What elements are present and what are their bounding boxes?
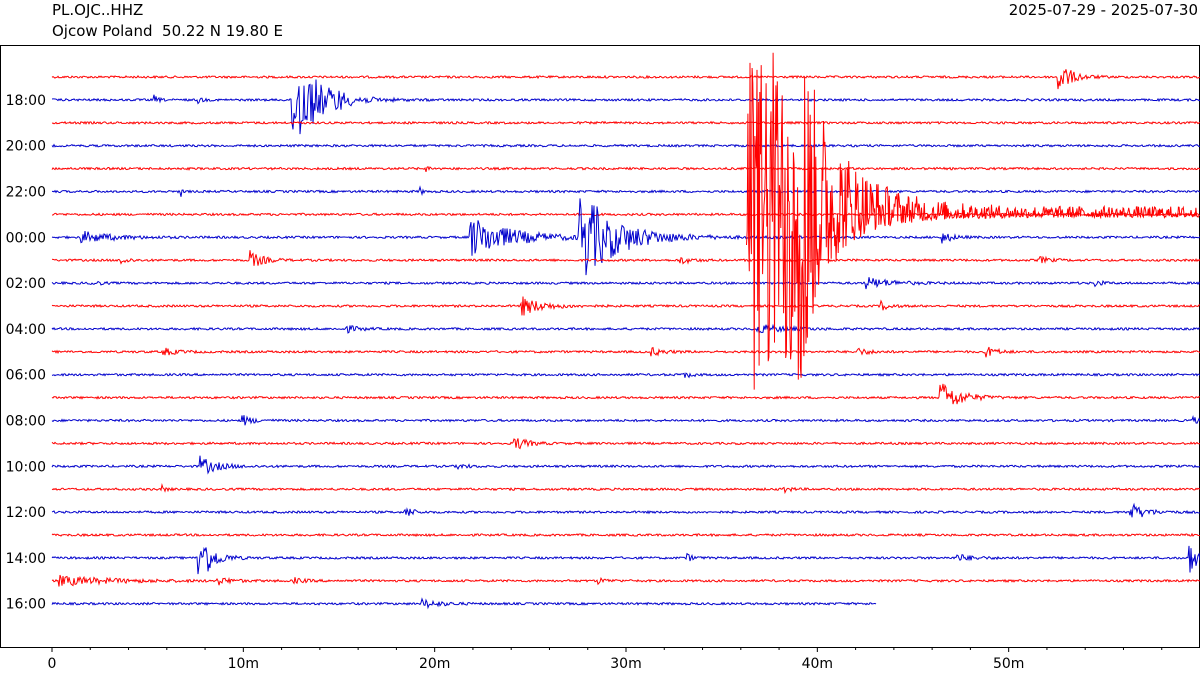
trace-line-0800 xyxy=(51,415,1200,426)
y-tick-label: 00:00 xyxy=(6,230,46,246)
x-tick-label: 10m xyxy=(228,656,259,672)
trace-line-1600 xyxy=(51,597,877,610)
trace-group xyxy=(51,69,1200,610)
station-location: Ojcow Poland 50.22 N 19.80 E xyxy=(52,22,283,40)
trace-line-0300 xyxy=(51,296,1200,316)
trace-line-0400 xyxy=(51,323,1200,335)
trace-line-2000 xyxy=(51,143,1200,148)
y-tick-label: 04:00 xyxy=(6,322,46,338)
y-tick-label: 12:00 xyxy=(6,505,46,521)
y-tick-label: 18:00 xyxy=(6,93,46,109)
x-tick-label: 40m xyxy=(802,656,833,672)
trace-line-0000 xyxy=(51,198,1200,276)
y-tick-label: 22:00 xyxy=(6,185,46,201)
trace-line-1500 xyxy=(51,574,1200,587)
trace-line-0600 xyxy=(51,372,1200,379)
y-tick-label: 08:00 xyxy=(6,414,46,430)
trace-line-1800 xyxy=(51,79,1200,135)
trace-line-1300 xyxy=(51,532,1200,538)
y-tick-label: 20:00 xyxy=(6,139,46,155)
y-axis: 18:00 20:00 22:00 00:00 02:00 04:00 06:00 08:00… xyxy=(6,93,46,613)
trace-line-2100 xyxy=(51,165,1200,173)
trace-line-1200 xyxy=(51,502,1200,518)
x-tick-label: 50m xyxy=(993,656,1024,672)
y-tick-label: 06:00 xyxy=(6,368,46,384)
y-tick-label: 02:00 xyxy=(6,276,46,292)
x-tick-label: 20m xyxy=(419,656,450,672)
x-axis: 0 10m 20m 30m 40m 50m xyxy=(48,647,1163,672)
trace-line-0100 xyxy=(51,250,1200,266)
trace-line-0200 xyxy=(51,277,1200,290)
x-tick-label: 30m xyxy=(610,656,641,672)
date-range: 2025-07-29 - 2025-07-30 xyxy=(1008,1,1198,19)
y-tick-label: 16:00 xyxy=(6,597,46,613)
y-tick-label: 10:00 xyxy=(6,459,46,475)
trace-line-0500 xyxy=(51,346,1200,358)
large-earthquake-trace xyxy=(746,52,1200,390)
trace-line-0700 xyxy=(51,383,1200,405)
station-code: PL.OJC..HHZ xyxy=(52,1,144,19)
trace-line-2200 xyxy=(51,185,1200,197)
trace-line-1000 xyxy=(51,455,1200,475)
trace-line-1100 xyxy=(51,483,1200,495)
trace-line-1400 xyxy=(51,545,1200,575)
large-earthquake-group xyxy=(746,52,1200,390)
trace-line-1700 xyxy=(51,69,1200,90)
x-tick-label: 0 xyxy=(48,656,57,672)
trace-line-1900 xyxy=(51,120,1200,125)
trace-line-0900 xyxy=(51,438,1200,450)
y-tick-label: 14:00 xyxy=(6,551,46,567)
